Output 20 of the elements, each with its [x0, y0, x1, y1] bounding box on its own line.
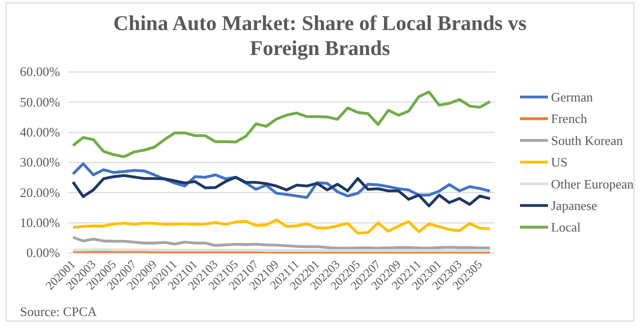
legend-label: German [551, 90, 594, 104]
legend-label: Japanese [551, 198, 598, 213]
y-tick-label: 40.00% [20, 124, 60, 140]
y-tick-label: 30.00% [20, 154, 60, 170]
line-series [72, 218, 492, 234]
legend-label: US [551, 154, 568, 170]
y-tick-label: 50.00% [20, 94, 60, 110]
y-tick-label: 20.00% [20, 184, 60, 200]
y-tick-label: 60.00% [20, 64, 60, 80]
y-tick-label: 10.00% [20, 214, 60, 230]
legend-label: Local [551, 220, 581, 235]
line-series [72, 90, 492, 158]
line-series [72, 236, 492, 250]
legend-label: Other European [551, 176, 634, 192]
y-tick-label: 0.00% [26, 245, 60, 260]
source-note: Source: CPCA [20, 304, 98, 319]
chart-title: China Auto Market: Share of Local Brands vs Foreign Brands [113, 11, 527, 60]
legend-label: French [551, 111, 588, 126]
legend-label: South Korean [551, 132, 624, 148]
line-series [72, 174, 492, 208]
